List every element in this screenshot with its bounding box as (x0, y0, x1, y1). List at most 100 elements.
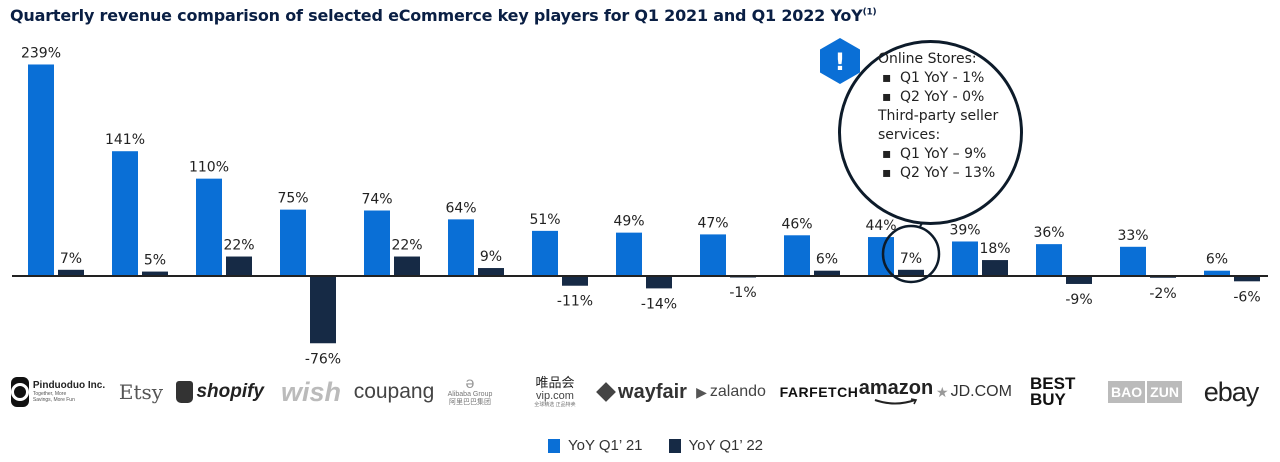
amazon-smile-icon (874, 398, 918, 405)
logo-ebay: ebay (1203, 376, 1260, 407)
bar-q122-10 (898, 269, 924, 276)
svg-text:!: ! (835, 48, 846, 76)
bar-q121-9 (784, 235, 810, 276)
data-label-q121-2: 110% (189, 160, 229, 176)
bar-q121-8 (700, 234, 726, 276)
callout-heading-thirdparty-a: Third-party seller (878, 108, 999, 124)
data-label-q121-1: 141% (105, 132, 145, 148)
logo-wayfair: wayfair (596, 374, 689, 410)
logo-jd: ★ JD.COM (936, 374, 1012, 410)
bar-q122-5 (478, 268, 504, 276)
zalando-arrow-icon: ▶ (696, 383, 707, 400)
bar-q122-1 (142, 271, 168, 276)
bar-q121-5 (448, 219, 474, 276)
shopify-name: shopify (196, 381, 264, 402)
callout-heading-thirdparty-b: services: (878, 127, 941, 143)
legend-label-q122: YoY Q1’ 22 (688, 437, 764, 454)
data-label-q122-10: 7% (900, 251, 922, 267)
logo-amazon: amazon (859, 374, 933, 410)
baozun-part-a: BAO (1108, 381, 1146, 403)
data-label-q122-2: 22% (223, 238, 254, 254)
callout-heading-online: Online Stores: (878, 51, 977, 67)
alibaba-mark-icon: ə (465, 375, 475, 392)
jd-mark-icon: ★ (936, 383, 949, 400)
shopify-bag-icon (176, 381, 194, 403)
alibaba-name: Alibaba Group (447, 391, 493, 398)
data-label-q122-8: -1% (729, 285, 756, 301)
data-label-q122-6: -11% (557, 294, 593, 310)
bar-q122-9 (814, 270, 840, 276)
data-label-q121-0: 239% (21, 45, 61, 61)
data-label-q121-8: 47% (697, 215, 728, 231)
data-label-q121-14: 6% (1206, 252, 1228, 268)
bar-q121-7 (616, 232, 642, 276)
logo-wish: wish (280, 376, 341, 407)
highlight-circle (881, 224, 941, 284)
callout-online-q1: Q1 YoY - 1% (878, 69, 998, 88)
data-label-q122-12: -9% (1065, 292, 1092, 308)
bar-q122-3 (310, 276, 336, 344)
bar-q122-11 (982, 260, 1008, 276)
bar-q122-4 (394, 256, 420, 276)
bar-q121-0 (28, 64, 54, 276)
bar-q122-7 (646, 276, 672, 289)
legend-label-q121: YoY Q1’ 21 (568, 437, 643, 454)
jd-name: JD.COM (950, 383, 1012, 400)
logo-coupang: coupang (353, 380, 435, 403)
data-label-q122-9: 6% (816, 252, 838, 268)
data-label-q121-7: 49% (613, 214, 644, 230)
bar-q121-11 (952, 241, 978, 276)
wayfair-mark-icon (596, 382, 616, 402)
vip-name: vip.com (536, 390, 574, 402)
data-label-q122-0: 7% (60, 251, 82, 267)
data-label-q122-4: 22% (391, 238, 422, 254)
data-label-q121-5: 64% (445, 200, 476, 216)
bar-q121-1 (112, 151, 138, 276)
bar-q122-12 (1066, 276, 1092, 284)
callout-online-q2: Q2 YoY - 0% (878, 88, 998, 107)
zalando-name: zalando (709, 383, 766, 400)
bestbuy-line1: BEST (1030, 374, 1076, 393)
pinduoduo-name: Pinduoduo Inc. (32, 380, 106, 391)
pinduoduo-mark-icon (10, 377, 29, 407)
chart-title-text: Quarterly revenue comparison of selected… (10, 6, 863, 25)
bar-q121-4 (364, 210, 390, 276)
callout-thirdparty-q2: Q2 YoY – 13% (878, 164, 998, 183)
logo-vip: 唯品会 vip.com 全球精选 正品特卖 (528, 374, 582, 410)
logo-bestbuy: BEST BUY (1030, 374, 1088, 410)
data-label-q122-7: -14% (641, 296, 677, 312)
logo-shopify: shopify (176, 374, 264, 410)
pinduoduo-tagline: Together, More Savings, More Fun (32, 391, 75, 403)
bar-q121-10 (868, 237, 894, 276)
data-label-q121-4: 74% (361, 192, 392, 208)
logo-alibaba: ə Alibaba Group 阿里巴巴集团 (445, 374, 495, 410)
logo-farfetch: FARFETCH (779, 384, 859, 400)
chart-title: Quarterly revenue comparison of selected… (10, 6, 877, 25)
callout-text: Online Stores: Q1 YoY - 1% Q2 YoY - 0% T… (878, 50, 998, 183)
data-label-q121-10: 44% (865, 218, 896, 234)
logo-zalando: ▶ zalando (692, 374, 770, 410)
bar-q121-13 (1120, 246, 1146, 276)
legend-swatch-q122 (668, 438, 681, 453)
bar-q122-14 (1234, 276, 1260, 282)
bar-chart: 239% 7% 141% 5% 110% 22% 75% -76% 74% 22% 64% 9% 51%… (12, 45, 1268, 367)
data-label-q122-13: -2% (1149, 286, 1176, 302)
data-label-q121-9: 46% (781, 216, 812, 232)
callout-thirdparty-q1: Q1 YoY – 9% (878, 145, 998, 164)
chart-title-footnote: (1) (862, 7, 877, 18)
data-label-q121-3: 75% (277, 191, 308, 207)
data-label-q122-5: 9% (480, 249, 502, 265)
data-label-q122-1: 5% (144, 253, 166, 269)
data-label-q121-11: 39% (949, 222, 980, 238)
logo-baozun: BAO ZUN (1102, 374, 1188, 410)
bar-q121-12 (1036, 244, 1062, 276)
data-label-q122-11: 18% (979, 241, 1010, 257)
bar-q122-0 (58, 269, 84, 276)
bar-q122-2 (226, 256, 252, 276)
bar-q121-3 (280, 209, 306, 276)
alert-badge-icon: ! (820, 38, 860, 84)
logo-pinduoduo: Pinduoduo Inc. Together, More Savings, M… (10, 374, 106, 410)
bar-q121-14 (1204, 270, 1230, 276)
bestbuy-line2: BUY (1030, 390, 1066, 409)
data-label-q121-6: 51% (529, 212, 560, 228)
